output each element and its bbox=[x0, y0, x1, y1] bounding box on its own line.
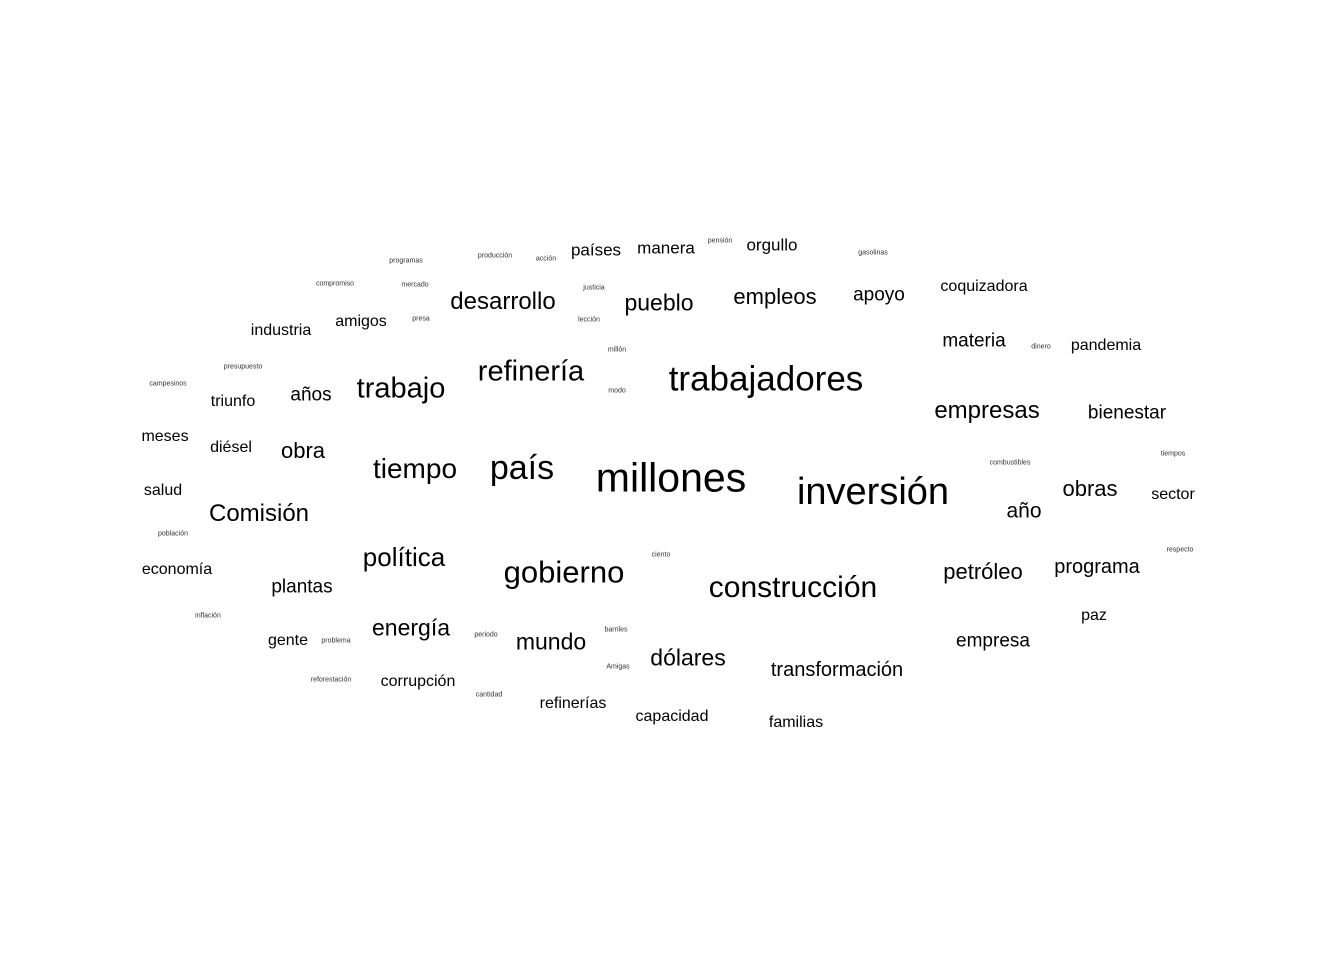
word: gente bbox=[267, 632, 309, 649]
word: pueblo bbox=[624, 289, 694, 316]
word: capacidad bbox=[635, 708, 709, 725]
word: programas bbox=[389, 257, 423, 265]
word: empresa bbox=[956, 630, 1030, 652]
word: orgullo bbox=[746, 235, 798, 255]
word: paz bbox=[1081, 607, 1107, 624]
word: diésel bbox=[210, 439, 252, 456]
word: presa bbox=[412, 315, 430, 323]
word: lección bbox=[578, 316, 600, 324]
word: modo bbox=[608, 387, 626, 395]
word: tiempo bbox=[372, 453, 458, 484]
word: barriles bbox=[604, 626, 628, 634]
word: transformación bbox=[770, 659, 904, 681]
word: petróleo bbox=[943, 559, 1023, 584]
word: gasolinas bbox=[858, 249, 888, 257]
word: trabajadores bbox=[668, 359, 864, 399]
word: apoyo bbox=[853, 284, 905, 306]
word: compromiso bbox=[315, 280, 355, 288]
word: tiempos bbox=[1160, 450, 1186, 458]
word: periodo bbox=[474, 631, 498, 639]
word: corrupción bbox=[380, 673, 456, 690]
word: materia bbox=[942, 330, 1006, 352]
word: dinero bbox=[1031, 343, 1051, 351]
word: combustibles bbox=[989, 459, 1031, 467]
word: obras bbox=[1062, 476, 1118, 501]
word: bienestar bbox=[1087, 402, 1167, 424]
word: manera bbox=[637, 238, 695, 258]
word: Comisión bbox=[208, 500, 310, 527]
word: mundo bbox=[515, 628, 587, 655]
word: respecto bbox=[1166, 546, 1194, 554]
word: gobierno bbox=[503, 554, 625, 590]
word: año bbox=[1006, 499, 1042, 523]
word: industria bbox=[250, 322, 312, 339]
word: familias bbox=[768, 714, 824, 731]
word: empresas bbox=[934, 397, 1040, 424]
word: cantidad bbox=[475, 691, 503, 699]
word: pensión bbox=[707, 237, 733, 245]
word: mercado bbox=[401, 281, 429, 289]
word: inversión bbox=[796, 471, 950, 513]
word: triunfo bbox=[210, 393, 256, 410]
word: población bbox=[158, 530, 188, 538]
word: millones bbox=[595, 454, 747, 501]
word: ciento bbox=[651, 551, 671, 559]
word: energía bbox=[371, 614, 451, 641]
word: inflación bbox=[195, 612, 221, 620]
word: acción bbox=[535, 255, 557, 263]
word: desarrollo bbox=[450, 288, 556, 315]
word: países bbox=[570, 240, 622, 260]
word: obra bbox=[280, 438, 326, 463]
word: reforestación bbox=[310, 676, 352, 684]
word: programa bbox=[1054, 556, 1140, 578]
word: problema bbox=[321, 637, 351, 645]
word: refinería bbox=[477, 355, 585, 388]
word: refinerías bbox=[539, 695, 607, 712]
word: sector bbox=[1151, 486, 1195, 503]
word: justicia bbox=[583, 284, 605, 292]
word: meses bbox=[141, 428, 189, 445]
word: trabajo bbox=[356, 372, 446, 405]
word: coquizadora bbox=[940, 278, 1028, 295]
word: Amigas bbox=[606, 663, 630, 671]
word: plantas bbox=[271, 576, 333, 598]
word: amigos bbox=[335, 313, 387, 330]
word: años bbox=[290, 384, 332, 406]
word: economía bbox=[141, 561, 213, 578]
word: política bbox=[362, 542, 446, 572]
word: empleos bbox=[733, 284, 817, 309]
word: campesinos bbox=[149, 380, 187, 388]
word: presupuesto bbox=[223, 363, 263, 371]
word: pandemia bbox=[1070, 337, 1142, 354]
word: construcción bbox=[708, 571, 878, 604]
word: dólares bbox=[650, 644, 726, 671]
word: millón bbox=[607, 346, 627, 354]
word: salud bbox=[143, 482, 183, 499]
word: país bbox=[489, 449, 555, 487]
word: producción bbox=[477, 252, 513, 260]
